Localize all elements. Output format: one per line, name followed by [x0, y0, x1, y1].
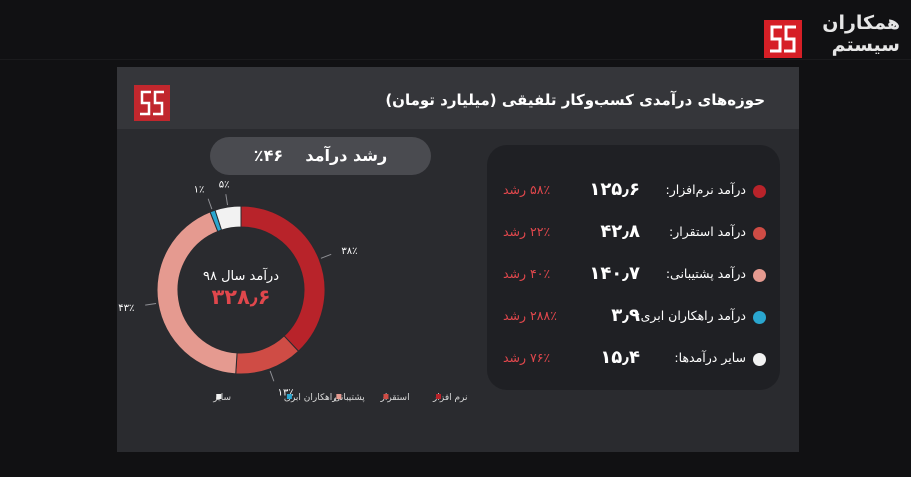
growth-label: رشد درآمد [305, 146, 388, 165]
revenue-amount: ۱۴۰٫۷ [589, 263, 640, 284]
revenue-name: درآمد راهکاران ابری: [636, 308, 746, 323]
slice-percent-label: ۱٪ [194, 184, 205, 195]
slice-connector [269, 370, 275, 382]
revenue-growth: ۵۸٪ رشد [503, 182, 551, 197]
legend-swatch [216, 394, 222, 399]
revenue-name: درآمد نرم‌افزار: [665, 182, 747, 197]
revenue-name: سایر درآمدها: [674, 350, 746, 365]
donut-chart: ۳۸٪ ۱۳٪ ۴۳٪ ۱٪ ۵٪ درآمد سال ۹۸ ۳۲۸٫۶ نرم افز… [118, 179, 468, 403]
revenue-color-dot [753, 185, 766, 198]
growth-value: ۴۶٪ [253, 146, 284, 165]
growth-pill: رشد درآمد ۴۶٪ [210, 137, 431, 175]
slide-title: حوزه‌های درآمدی کسب‌وکار تلفیقی (میلیارد… [385, 91, 765, 109]
legend-swatch [436, 394, 441, 399]
revenue-color-dot [753, 269, 766, 282]
legend-label: راهکاران ابری [284, 393, 337, 403]
slice-connector [145, 302, 157, 306]
slice-percent-label: ۱۳٪ [278, 388, 294, 399]
revenue-amount: ۴۲٫۸ [600, 221, 640, 242]
legend-swatch [286, 394, 292, 399]
donut-slice [214, 205, 242, 231]
revenue-growth: ۴۰٪ رشد [503, 266, 551, 281]
frame-divider [0, 59, 911, 60]
revenue-growth: ۲۲٪ رشد [503, 224, 551, 239]
revenue-row: درآمد پشتیبانی: ۱۴۰٫۷ ۴۰٪ رشد [487, 263, 780, 287]
legend-label: سایر [212, 393, 231, 403]
revenue-row: درآمد نرم‌افزار: ۱۲۵٫۶ ۵۸٪ رشد [487, 179, 780, 203]
revenue-row: درآمد استقرار: ۴۲٫۸ ۲۲٪ رشد [487, 221, 780, 245]
revenue-amount: ۳٫۹ [611, 305, 640, 326]
slice-connector [207, 198, 213, 210]
brand-line-1: همکاران [822, 12, 900, 34]
revenue-row: سایر درآمدها: ۱۵٫۴ ۷۶٪ رشد [487, 347, 780, 371]
slice-connector [320, 253, 332, 259]
slice-connector [225, 194, 229, 206]
brand-name: همکاران سیستم [810, 12, 900, 56]
revenue-name: درآمد استقرار: [669, 224, 746, 239]
revenue-color-dot [753, 227, 766, 240]
brand-logo-icon [764, 20, 802, 58]
donut-center-label: درآمد سال ۹۸ [203, 267, 279, 284]
slide-logo-icon [134, 85, 170, 121]
revenue-color-dot [753, 311, 766, 324]
legend-swatch [383, 394, 389, 399]
revenue-amount: ۱۲۵٫۶ [589, 179, 640, 200]
slide: حوزه‌های درآمدی کسب‌وکار تلفیقی (میلیارد… [117, 67, 799, 452]
revenue-name: درآمد پشتیبانی: [665, 266, 746, 281]
slice-percent-label: ۵٪ [219, 179, 230, 190]
revenue-amount: ۱۵٫۴ [600, 347, 640, 368]
slide-header: حوزه‌های درآمدی کسب‌وکار تلفیقی (میلیارد… [117, 67, 799, 129]
revenue-color-dot [753, 353, 766, 366]
slice-percent-label: ۴۳٪ [118, 303, 134, 314]
legend-swatch [336, 394, 342, 399]
revenue-row: درآمد راهکاران ابری: ۳٫۹ ۲۸۸٪ رشد [487, 305, 780, 329]
donut-center-value: ۳۲۸٫۶ [211, 285, 270, 309]
legend-label: استقرار [379, 393, 409, 403]
legend-label: نرم افزار [432, 393, 468, 403]
revenue-list: درآمد نرم‌افزار: ۱۲۵٫۶ ۵۸٪ رشد درآمد استقرا… [487, 145, 780, 390]
slice-percent-label: ۳۸٪ [341, 246, 357, 257]
revenue-growth: ۷۶٪ رشد [503, 350, 551, 365]
legend-label: پشتیبانی [333, 393, 365, 403]
donut-slice [235, 335, 300, 375]
brand-line-2: سیستم [831, 34, 900, 56]
revenue-growth: ۲۸۸٪ رشد [503, 308, 557, 323]
